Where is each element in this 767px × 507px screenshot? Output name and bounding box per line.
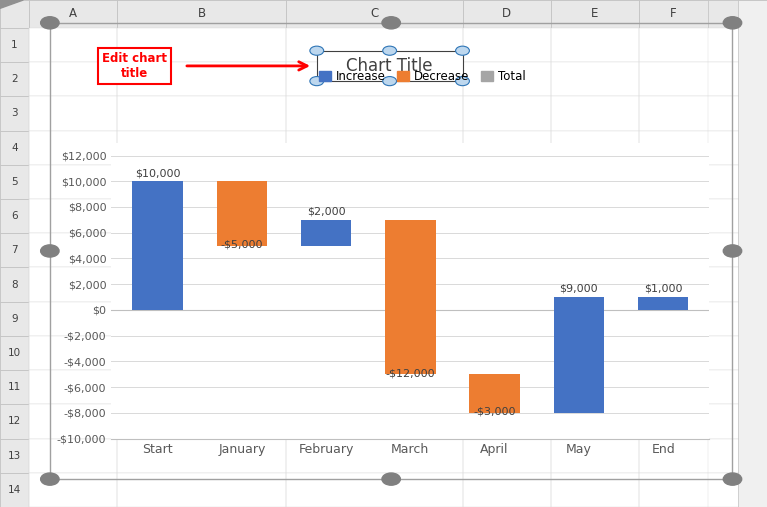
Bar (216, 182, 267, 245)
Bar (0, 62, 29, 96)
Text: 7: 7 (12, 245, 18, 256)
Circle shape (456, 77, 469, 86)
Text: D: D (502, 8, 511, 20)
Circle shape (41, 473, 59, 485)
Bar (0, 199, 29, 233)
Bar (463, 0, 551, 28)
Bar (29, 199, 767, 233)
Circle shape (310, 77, 324, 86)
Bar (29, 165, 767, 199)
Text: 3: 3 (12, 108, 18, 119)
Text: 1: 1 (12, 40, 18, 50)
Bar (0, 268, 29, 302)
Bar (0, 233, 29, 268)
Bar (0, 0, 767, 28)
Bar (29, 336, 767, 370)
Bar (0, 473, 29, 507)
Text: C: C (370, 8, 378, 20)
Text: 2: 2 (12, 74, 18, 84)
Text: 12: 12 (8, 416, 21, 426)
Bar (0, 28, 29, 62)
Circle shape (723, 245, 742, 257)
Bar (0, 404, 29, 439)
Text: -$3,000: -$3,000 (473, 407, 516, 417)
Bar (29, 439, 767, 473)
Bar (29, 62, 767, 96)
Polygon shape (0, 0, 23, 8)
Bar (29, 268, 767, 302)
Bar (117, 0, 286, 28)
Bar (29, 302, 767, 336)
Text: 4: 4 (12, 142, 18, 153)
Text: $1,000: $1,000 (644, 284, 683, 294)
Text: A: A (69, 8, 77, 20)
Bar (551, 0, 639, 28)
Bar (29, 370, 767, 405)
Text: F: F (670, 8, 676, 20)
Circle shape (456, 46, 469, 55)
Text: $10,000: $10,000 (135, 168, 180, 178)
Text: 5: 5 (12, 177, 18, 187)
Text: 13: 13 (8, 451, 21, 461)
Bar (0, 439, 29, 473)
Text: 10: 10 (8, 348, 21, 358)
Circle shape (383, 46, 397, 55)
Bar (0, 0, 29, 28)
Bar (469, 374, 520, 413)
Circle shape (723, 473, 742, 485)
Bar (639, 0, 708, 28)
Circle shape (382, 17, 400, 29)
Text: -$12,000: -$12,000 (386, 368, 435, 378)
Text: Chart Title: Chart Title (347, 57, 433, 75)
Bar (0, 336, 29, 370)
Text: $2,000: $2,000 (307, 207, 345, 216)
Text: -$5,000: -$5,000 (221, 239, 263, 249)
Bar (554, 297, 604, 413)
Text: 6: 6 (12, 211, 18, 221)
Bar (738, 0, 767, 507)
Bar (286, 0, 463, 28)
Bar (29, 473, 767, 507)
Bar (29, 96, 767, 130)
Bar (132, 182, 183, 310)
Text: 11: 11 (8, 382, 21, 392)
Bar (29, 130, 767, 165)
Bar (29, 404, 767, 439)
Circle shape (310, 46, 324, 55)
Text: 14: 14 (8, 485, 21, 495)
Text: B: B (198, 8, 206, 20)
Text: $9,000: $9,000 (560, 284, 598, 294)
Bar (29, 28, 767, 62)
Bar (0, 130, 29, 165)
Bar (50, 23, 732, 479)
Circle shape (383, 77, 397, 86)
Bar (29, 233, 767, 268)
Circle shape (41, 17, 59, 29)
Circle shape (382, 473, 400, 485)
Bar (301, 220, 351, 245)
Bar (0, 165, 29, 199)
Bar (0, 302, 29, 336)
Text: Edit chart
title: Edit chart title (102, 52, 166, 80)
Circle shape (41, 245, 59, 257)
Bar (29, 0, 117, 28)
Bar (0, 370, 29, 405)
Text: E: E (591, 8, 598, 20)
Text: 8: 8 (12, 279, 18, 289)
Bar (0, 96, 29, 130)
Bar (385, 220, 436, 374)
Text: 9: 9 (12, 314, 18, 324)
Legend: Increase, Decrease, Total: Increase, Decrease, Total (314, 66, 530, 88)
Circle shape (723, 17, 742, 29)
FancyBboxPatch shape (317, 51, 463, 81)
Bar (638, 297, 689, 310)
